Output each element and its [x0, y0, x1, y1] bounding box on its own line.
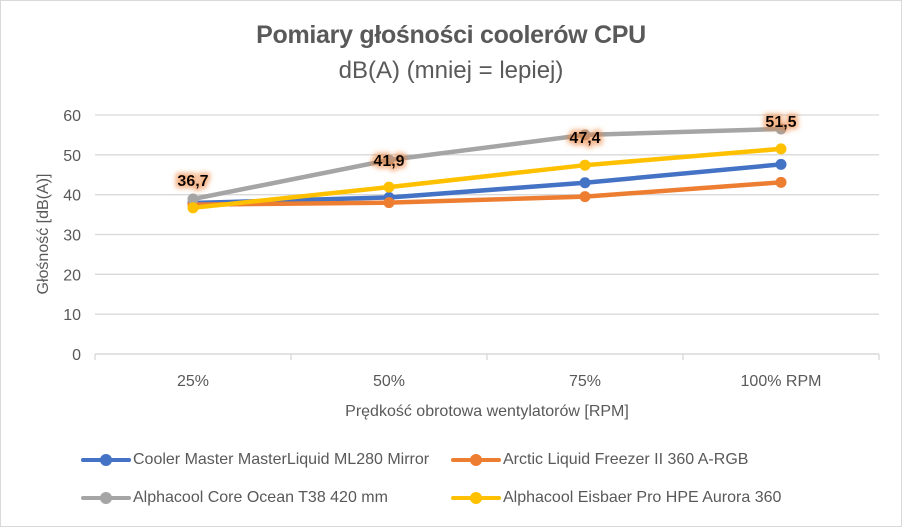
series-4	[187, 143, 787, 214]
series-lines	[187, 123, 787, 214]
data-point	[383, 197, 395, 209]
x-axis-label: Prędkość obrotowa wentylatorów [RPM]	[345, 403, 629, 420]
data-point	[579, 177, 591, 189]
data-label: 36,7	[177, 173, 208, 190]
x-axis	[94, 353, 880, 360]
legend-marker-icon	[451, 454, 501, 466]
y-tick-labels: 0 10 20 30 40 50 60	[63, 108, 81, 364]
data-point	[383, 154, 395, 166]
data-point	[775, 123, 787, 135]
chart-subtitle: dB(A) (mniej = lepiej)	[338, 57, 564, 84]
series-line	[190, 146, 784, 211]
x-tick-label: 75%	[569, 373, 601, 390]
data-point	[187, 193, 199, 205]
data-point	[579, 191, 591, 203]
legend-label: Alphacool Core Ocean T38 420 mm	[133, 489, 388, 506]
y-tick-label: 30	[63, 228, 81, 245]
x-tick-labels: 25% 50% 75% 100% RPM	[177, 373, 821, 390]
y-tick-label: 50	[63, 148, 81, 165]
legend-label: Alphacool Eisbaer Pro HPE Aurora 360	[503, 489, 782, 506]
data-label: 41,9	[373, 153, 404, 170]
gridlines	[95, 114, 879, 315]
legend-item: Alphacool Eisbaer Pro HPE Aurora 360	[451, 489, 781, 507]
legend-marker-icon	[81, 492, 131, 504]
legend-marker-icon	[81, 454, 131, 466]
y-tick-label: 40	[63, 188, 81, 205]
data-label: 51,5	[765, 114, 796, 131]
legend-marker-icon	[451, 492, 501, 504]
series-2	[187, 176, 787, 211]
x-tick-label: 25%	[177, 373, 209, 390]
data-point	[383, 181, 395, 193]
legend-item: Cooler Master MasterLiquid ML280 Mirror	[81, 451, 429, 469]
series-line	[190, 162, 784, 206]
data-point	[775, 176, 787, 188]
y-tick-label: 60	[63, 108, 81, 125]
y-tick-label: 20	[63, 267, 81, 284]
data-point	[579, 159, 591, 171]
y-tick-label: 0	[72, 347, 81, 364]
legend-item: Arctic Liquid Freezer II 360 A-RGB	[451, 451, 748, 469]
series-3	[187, 123, 787, 205]
legend-label: Cooler Master MasterLiquid ML280 Mirror	[133, 451, 430, 468]
data-point	[579, 129, 591, 141]
data-point	[775, 158, 787, 170]
x-tick-label: 100% RPM	[741, 373, 822, 390]
data-labels: 36,7 41,9 47,4 51,5	[177, 114, 796, 190]
y-axis-label: Głośność [dB(A)]	[35, 174, 52, 295]
legend-label: Arctic Liquid Freezer II 360 A-RGB	[503, 451, 749, 468]
x-tick-label: 50%	[373, 373, 405, 390]
series-line	[190, 126, 784, 202]
chart-title: Pomiary głośności coolerów CPU	[256, 21, 646, 49]
legend-item: Alphacool Core Ocean T38 420 mm	[81, 489, 388, 507]
data-label: 47,4	[569, 130, 600, 147]
data-point	[775, 143, 787, 155]
data-point	[187, 202, 199, 214]
series-line	[190, 180, 784, 207]
y-tick-label: 10	[63, 307, 81, 324]
